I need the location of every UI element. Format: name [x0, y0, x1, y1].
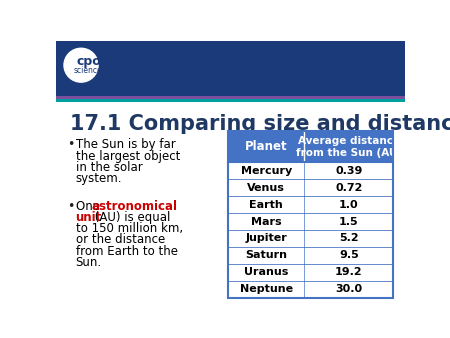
Bar	[56, 99, 405, 102]
Text: 9.5: 9.5	[339, 250, 359, 260]
Text: Uranus: Uranus	[244, 267, 288, 277]
Text: 0.72: 0.72	[335, 183, 363, 193]
Text: •: •	[67, 138, 74, 151]
Bar	[228, 131, 393, 298]
Text: •: •	[67, 200, 74, 213]
Text: or the distance: or the distance	[76, 234, 165, 246]
Text: Sun.: Sun.	[76, 256, 102, 269]
Bar	[228, 179, 393, 196]
Bar	[228, 213, 393, 230]
Bar	[228, 131, 393, 162]
Text: The Sun is by far: The Sun is by far	[76, 138, 176, 151]
Bar	[56, 41, 405, 96]
Text: system.: system.	[76, 172, 122, 185]
Text: science: science	[73, 66, 102, 75]
Text: to 150 million km,: to 150 million km,	[76, 222, 183, 235]
Text: Neptune: Neptune	[240, 284, 293, 294]
Text: 30.0: 30.0	[335, 284, 362, 294]
Text: Saturn: Saturn	[245, 250, 287, 260]
Text: unit: unit	[76, 211, 102, 224]
Text: One: One	[76, 200, 104, 213]
Text: 0.39: 0.39	[335, 166, 363, 176]
Bar	[228, 247, 393, 264]
Text: 1.5: 1.5	[339, 217, 359, 226]
Text: (AU) is equal: (AU) is equal	[91, 211, 171, 224]
Text: Mercury: Mercury	[241, 166, 292, 176]
Text: in the solar: in the solar	[76, 161, 142, 174]
Text: 5.2: 5.2	[339, 234, 359, 243]
Text: Earth: Earth	[249, 199, 283, 210]
Text: Planet: Planet	[245, 140, 288, 153]
Bar	[228, 196, 393, 213]
Text: 1.0: 1.0	[339, 199, 359, 210]
Text: Jupiter: Jupiter	[245, 234, 287, 243]
Text: from Earth to the: from Earth to the	[76, 245, 178, 258]
Bar	[228, 264, 393, 281]
Text: Venus: Venus	[248, 183, 285, 193]
Text: cpo: cpo	[76, 55, 101, 68]
Text: Mars: Mars	[251, 217, 282, 226]
Bar	[228, 162, 393, 179]
Bar	[56, 96, 405, 99]
Text: the largest object: the largest object	[76, 149, 180, 163]
Bar	[228, 281, 393, 298]
Text: 17.1 Comparing size and distance: 17.1 Comparing size and distance	[70, 115, 450, 135]
Text: astronomical: astronomical	[91, 200, 177, 213]
Bar	[228, 230, 393, 247]
Circle shape	[64, 48, 98, 82]
Text: Average distance
from the Sun (AU): Average distance from the Sun (AU)	[296, 136, 402, 158]
Text: 19.2: 19.2	[335, 267, 363, 277]
